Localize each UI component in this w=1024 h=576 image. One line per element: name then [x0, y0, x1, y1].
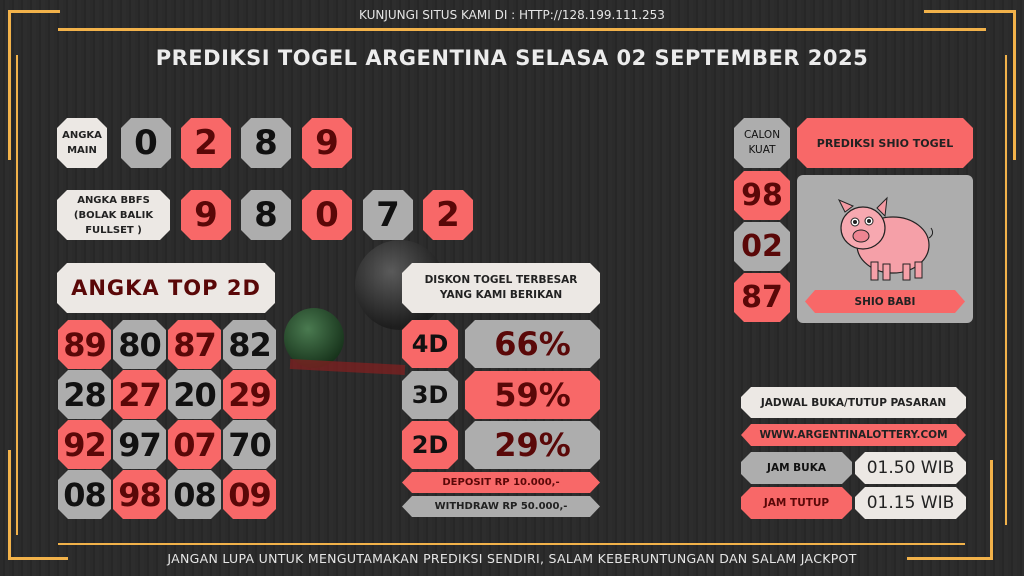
- website-link[interactable]: WWW.ARGENTINALOTTERY.COM: [741, 424, 966, 446]
- frame-line: [16, 55, 18, 535]
- diskon-header: DISKON TOGEL TERBESAR YANG KAMI BERIKAN: [402, 263, 600, 313]
- top-2d-cell: 27: [113, 370, 166, 419]
- diskon-value-3d: 59%: [465, 371, 600, 419]
- angka-main-digit: 0: [121, 118, 171, 168]
- top-2d-cell: 82: [223, 320, 276, 369]
- diskon-type-4d: 4D: [402, 320, 458, 368]
- diskon-type-3d: 3D: [402, 371, 458, 419]
- frame-line: [8, 557, 68, 560]
- bbfs-digit: 7: [363, 190, 413, 240]
- bbfs-digit: 2: [423, 190, 473, 240]
- top-2d-cell: 29: [223, 370, 276, 419]
- top-2d-cell: 87: [168, 320, 221, 369]
- calon-kuat-label: CALON KUAT: [734, 118, 790, 168]
- calon-kuat-number: 98: [734, 171, 790, 220]
- bbfs-digit: 0: [302, 190, 352, 240]
- jam-tutup-label: JAM TUTUP: [741, 487, 852, 519]
- frame-line: [990, 460, 993, 560]
- jadwal-header: JADWAL BUKA/TUTUP PASARAN: [741, 387, 966, 418]
- top-2d-cell: 07: [168, 420, 221, 469]
- frame-line: [1005, 55, 1007, 525]
- top-2d-cell: 09: [223, 470, 276, 519]
- bottom-divider: [58, 543, 965, 545]
- top-2d-cell: 70: [223, 420, 276, 469]
- top-2d-cell: 89: [58, 320, 111, 369]
- bbfs-digit: 8: [241, 190, 291, 240]
- top-2d-cell: 28: [58, 370, 111, 419]
- pig-icon: [837, 196, 934, 281]
- frame-line: [1013, 10, 1016, 160]
- page-title: PREDIKSI TOGEL ARGENTINA SELASA 02 SEPTE…: [155, 46, 869, 70]
- diskon-type-2d: 2D: [402, 421, 458, 469]
- top-2d-cell: 20: [168, 370, 221, 419]
- jam-tutup-value: 01.15 WIB: [855, 487, 966, 519]
- angka-main-digit: 8: [241, 118, 291, 168]
- visit-site-text: KUNJUNGI SITUS KAMI DI : HTTP://128.199.…: [359, 8, 665, 22]
- shio-panel: SHIO BABI: [797, 175, 973, 323]
- top-2d-cell: 92: [58, 420, 111, 469]
- calon-kuat-number: 02: [734, 222, 790, 271]
- top-2d-cell: 97: [113, 420, 166, 469]
- footer-text: JANGAN LUPA UNTUK MENGUTAMAKAN PREDIKSI …: [167, 551, 857, 566]
- top-2d-cell: 08: [168, 470, 221, 519]
- bbfs-digit: 9: [181, 190, 231, 240]
- calon-kuat-number: 87: [734, 273, 790, 322]
- frame-line: [8, 450, 11, 560]
- shio-name: SHIO BABI: [805, 290, 965, 313]
- top-divider: [58, 28, 986, 31]
- diskon-value-2d: 29%: [465, 421, 600, 469]
- angka-main-label: ANGKA MAIN: [57, 118, 107, 168]
- top-2d-cell: 98: [113, 470, 166, 519]
- frame-line: [907, 557, 993, 560]
- top-2d-cell: 08: [58, 470, 111, 519]
- frame-line: [8, 10, 60, 13]
- withdraw-info: WITHDRAW RP 50.000,-: [402, 496, 600, 517]
- frame-line: [924, 10, 1016, 13]
- angka-main-digit: 2: [181, 118, 231, 168]
- bbfs-label: ANGKA BBFS (BOLAK BALIK FULLSET ): [57, 190, 170, 240]
- jam-buka-label: JAM BUKA: [741, 452, 852, 484]
- deposit-info: DEPOSIT RP 10.000,-: [402, 472, 600, 493]
- frame-line: [8, 10, 11, 160]
- top-2d-cell: 80: [113, 320, 166, 369]
- top-2d-header: ANGKA TOP 2D: [57, 263, 275, 313]
- jam-buka-value: 01.50 WIB: [855, 452, 966, 484]
- diskon-value-4d: 66%: [465, 320, 600, 368]
- shio-header: PREDIKSI SHIO TOGEL: [797, 118, 973, 168]
- billiard-ball-green-decoration: [284, 308, 344, 368]
- angka-main-digit: 9: [302, 118, 352, 168]
